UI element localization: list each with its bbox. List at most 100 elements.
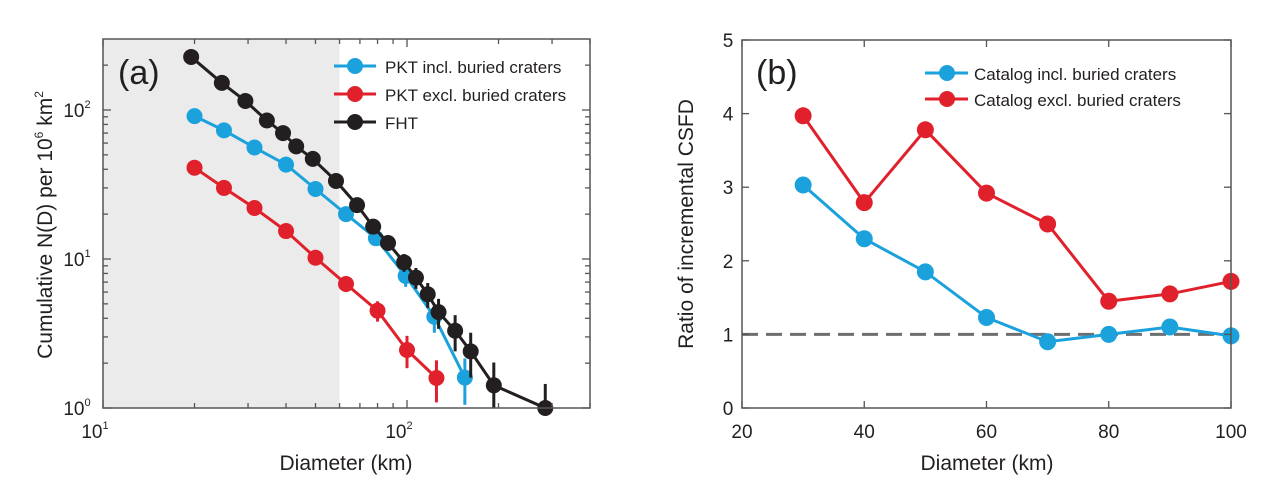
data-point	[399, 342, 415, 359]
data-point	[307, 249, 324, 266]
data-point	[916, 121, 934, 139]
data-point	[213, 74, 230, 91]
data-point	[407, 269, 424, 286]
data-point	[1039, 215, 1057, 233]
x-tick-label-b: 100	[1215, 422, 1247, 443]
data-point	[916, 263, 934, 281]
data-point	[855, 194, 873, 212]
legend-a: PKT incl. buried craters PKT excl. buried…	[334, 58, 566, 133]
data-point	[396, 254, 413, 271]
series-pkt-excl-buried-craters	[186, 159, 445, 403]
data-point	[304, 150, 321, 167]
data-point	[246, 139, 263, 156]
legend-item: FHT	[334, 114, 418, 133]
data-point	[337, 206, 354, 223]
legend-marker	[939, 65, 955, 81]
tick-base: 10	[63, 101, 84, 122]
legend-marker	[347, 58, 363, 74]
legend-item: PKT excl. buried craters	[334, 86, 566, 105]
data-point	[485, 377, 502, 394]
data-point	[794, 107, 812, 125]
data-point	[215, 179, 232, 196]
y-tick-label-b: 2	[723, 252, 734, 273]
data-point	[369, 302, 386, 319]
data-point	[288, 138, 305, 155]
legend-marker	[347, 86, 363, 102]
data-point	[1161, 285, 1179, 303]
data-point	[794, 176, 812, 194]
tick-base: 10	[81, 422, 102, 443]
tick-exp: 2	[85, 99, 91, 111]
data-point	[1100, 325, 1118, 343]
data-point	[349, 197, 366, 214]
y-tick-label-b: 5	[723, 31, 734, 52]
panel-label-a: (a)	[118, 54, 160, 92]
plot-frame-a	[102, 38, 591, 409]
x-tick-label-a: 102	[385, 420, 412, 443]
series-line	[801, 114, 1232, 303]
tick-base: 10	[385, 422, 406, 443]
data-point	[186, 108, 203, 125]
data-point	[456, 369, 473, 386]
y-tick-label-a: 102	[63, 99, 90, 122]
tick-exp: 2	[407, 420, 413, 432]
legend-label: PKT incl. buried craters	[385, 58, 561, 77]
x-tick-label-a: 101	[81, 420, 108, 443]
data-point	[380, 235, 397, 252]
data-point	[183, 48, 200, 65]
legend-label: Catalog excl. buried craters	[974, 91, 1181, 110]
data-point	[447, 322, 464, 339]
legend-item: Catalog incl. buried craters	[925, 65, 1176, 84]
data-point	[278, 156, 295, 173]
shaded-region	[103, 39, 340, 408]
panel-b: 20 40 60 80 100 0 1 2 3 4 5 (b) Diameter (km) Rati…	[675, 31, 1247, 475]
tick-base: 10	[63, 399, 84, 420]
legend-label: FHT	[385, 114, 418, 133]
legend-label: PKT excl. buried craters	[385, 86, 566, 105]
tick-base: 10	[63, 250, 84, 271]
legend-item: PKT incl. buried craters	[334, 58, 561, 77]
data-point	[327, 172, 344, 189]
y-axis-label-b: Ratio of incremental CSFD	[675, 99, 698, 349]
data-point	[246, 199, 263, 216]
data-point	[258, 112, 275, 129]
series-catalog-excl-buried-craters	[794, 107, 1240, 310]
data-point	[186, 159, 203, 176]
panel-label-b: (b)	[756, 54, 798, 92]
series-fht	[183, 48, 554, 416]
data-point	[337, 275, 354, 292]
data-point	[855, 230, 873, 248]
data-point	[1100, 292, 1118, 310]
y-tick-label-b: 0	[723, 399, 734, 420]
y-label-exp1: 6	[32, 131, 46, 138]
y-tick-label-b: 1	[723, 325, 734, 346]
tick-exp: 1	[103, 420, 109, 432]
y-tick-label-b: 4	[723, 105, 734, 126]
legend-marker	[347, 114, 363, 130]
y-label-unit: km	[34, 98, 57, 132]
x-tick-label-b: 40	[854, 422, 875, 443]
data-point	[430, 304, 447, 321]
legend-marker	[939, 91, 955, 107]
legend-item: Catalog excl. buried craters	[925, 91, 1181, 110]
y-tick-label-a: 100	[63, 397, 90, 420]
data-point	[1161, 318, 1179, 336]
data-point	[275, 125, 292, 142]
data-point	[419, 286, 436, 303]
legend-label: Catalog incl. buried craters	[974, 65, 1176, 84]
x-axis-label-b: Diameter (km)	[920, 452, 1053, 475]
data-point	[1039, 333, 1057, 351]
x-tick-label-b: 20	[731, 422, 752, 443]
data-point	[978, 308, 995, 326]
series-line	[802, 183, 1232, 344]
data-point	[428, 369, 445, 386]
data-point	[307, 180, 324, 197]
tick-exp: 1	[85, 248, 91, 260]
data-point	[462, 343, 479, 360]
x-axis-label-a: Diameter (km)	[279, 452, 412, 475]
data-point	[365, 218, 382, 235]
x-tick-label-b: 80	[1098, 422, 1119, 443]
data-point	[237, 92, 254, 109]
